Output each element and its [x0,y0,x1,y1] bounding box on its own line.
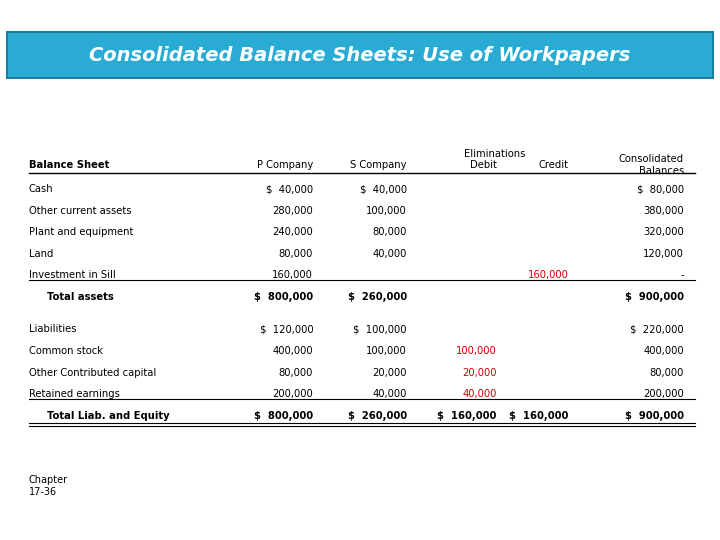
Text: 80,000: 80,000 [279,249,313,259]
Text: $  900,000: $ 900,000 [625,292,684,302]
Text: 380,000: 380,000 [644,206,684,215]
Text: Total assets: Total assets [47,292,114,302]
Text: $  800,000: $ 800,000 [254,292,313,302]
Text: -: - [680,271,684,280]
Text: $  900,000: $ 900,000 [625,411,684,421]
Text: Balance Sheet: Balance Sheet [29,160,109,170]
Text: 100,000: 100,000 [366,346,407,356]
Text: 20,000: 20,000 [372,368,407,377]
Text: 280,000: 280,000 [272,206,313,215]
Text: $  160,000: $ 160,000 [438,411,497,421]
Text: Liabilities: Liabilities [29,325,76,334]
Text: 40,000: 40,000 [372,249,407,259]
Text: Plant and equipment: Plant and equipment [29,227,133,237]
Text: 80,000: 80,000 [279,368,313,377]
Text: 240,000: 240,000 [272,227,313,237]
Text: Other current assets: Other current assets [29,206,131,215]
Text: Eliminations: Eliminations [464,149,526,159]
Text: 400,000: 400,000 [644,346,684,356]
Text: Consolidated Balance Sheets: Use of Workpapers: Consolidated Balance Sheets: Use of Work… [89,46,631,65]
Text: Land: Land [29,249,53,259]
Text: Total Liab. and Equity: Total Liab. and Equity [47,411,169,421]
Text: 80,000: 80,000 [649,368,684,377]
Text: Cash: Cash [29,184,53,194]
Text: $  120,000: $ 120,000 [260,325,313,334]
Text: 200,000: 200,000 [272,389,313,399]
Text: $  40,000: $ 40,000 [360,184,407,194]
Text: 400,000: 400,000 [273,346,313,356]
Text: Debit: Debit [470,160,497,170]
Text: Consolidated
Balances: Consolidated Balances [619,154,684,176]
Text: 160,000: 160,000 [528,271,569,280]
Text: 100,000: 100,000 [456,346,497,356]
Text: 120,000: 120,000 [643,249,684,259]
Text: 80,000: 80,000 [372,227,407,237]
Text: Chapter
17-36: Chapter 17-36 [29,475,68,497]
Text: 100,000: 100,000 [366,206,407,215]
Text: Common stock: Common stock [29,346,103,356]
Text: 20,000: 20,000 [462,368,497,377]
Text: $  100,000: $ 100,000 [354,325,407,334]
Text: $  160,000: $ 160,000 [510,411,569,421]
Text: Credit: Credit [539,160,569,170]
Text: $  260,000: $ 260,000 [348,411,407,421]
Text: $  260,000: $ 260,000 [348,292,407,302]
Text: Retained earnings: Retained earnings [29,389,120,399]
Text: $  220,000: $ 220,000 [631,325,684,334]
Text: $  800,000: $ 800,000 [254,411,313,421]
Text: Investment in Sill: Investment in Sill [29,271,115,280]
Text: Other Contributed capital: Other Contributed capital [29,368,156,377]
Text: 40,000: 40,000 [372,389,407,399]
Text: P Company: P Company [257,160,313,170]
Text: 160,000: 160,000 [272,271,313,280]
Text: 320,000: 320,000 [643,227,684,237]
Text: S Company: S Company [351,160,407,170]
Text: 40,000: 40,000 [462,389,497,399]
Text: $  80,000: $ 80,000 [637,184,684,194]
Text: 200,000: 200,000 [643,389,684,399]
Text: $  40,000: $ 40,000 [266,184,313,194]
